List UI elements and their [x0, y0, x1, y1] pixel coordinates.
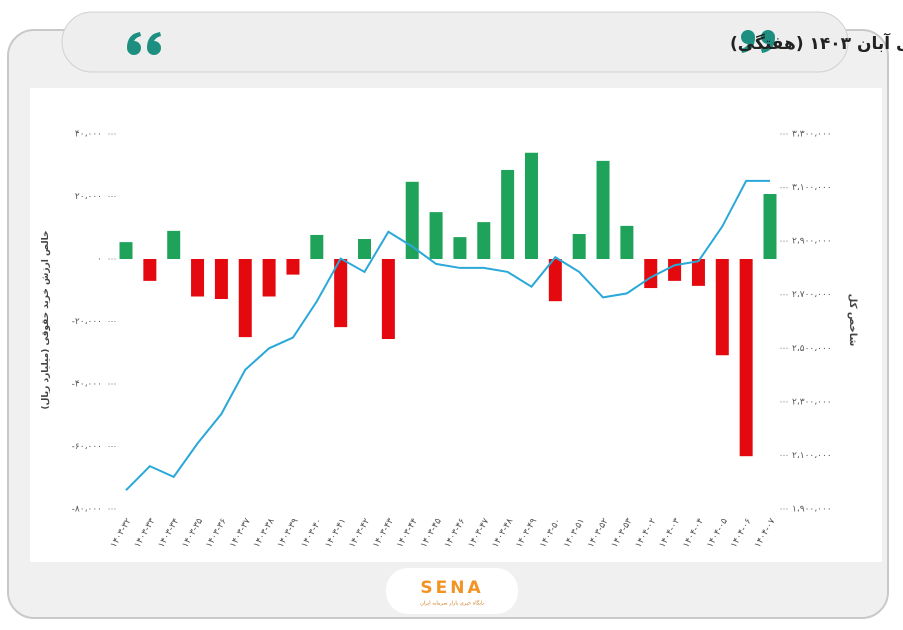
- bar: [620, 225, 634, 259]
- bar: [262, 259, 276, 297]
- line: [125, 179, 770, 491]
- y-tick-label: -۴۰،۰۰۰: [72, 380, 102, 390]
- bar: [143, 259, 157, 281]
- y2-tick-label: ۲،۱۰۰،۰۰۰: [792, 451, 832, 461]
- y2-tick-label: ۲،۳۰۰،۰۰۰: [792, 397, 832, 407]
- title-part: حقوقی‌ها از ابتدای آبان ۱۴۰۳ (هفتگی): [730, 32, 903, 54]
- bar: [214, 259, 228, 299]
- y2-tick-label: ۲،۵۰۰،۰۰۰: [792, 344, 832, 354]
- bar: [501, 169, 515, 259]
- bar: [739, 259, 753, 457]
- bar: [596, 160, 610, 259]
- bar: [524, 152, 538, 259]
- bar: [715, 259, 729, 356]
- bar: [310, 234, 324, 259]
- bar: [334, 259, 348, 328]
- y2-tick-label: ۳،۳۰۰،۰۰۰: [792, 130, 832, 140]
- bar: [429, 212, 443, 259]
- bar: [548, 259, 562, 302]
- bar: [572, 234, 586, 259]
- chart-title: خالص ارزش خرید حقوقی‌ها از ابتدای آبان ۱…: [730, 32, 903, 54]
- bar: [691, 259, 705, 286]
- y-axis-label: خالص ارزش خرید حقوقی (میلیارد ریال): [41, 230, 51, 409]
- y-tick-label: ۲۰،۰۰۰: [75, 192, 102, 202]
- y-tick-label: ۰: [97, 255, 102, 265]
- y-tick-label: ۴۰،۰۰۰: [75, 130, 102, 140]
- brand-subtitle: پایگاه خبری بازار سرمایه ایران: [420, 600, 484, 607]
- bar: [238, 259, 252, 338]
- bar: [119, 242, 133, 259]
- bar: [358, 239, 372, 259]
- bar: [286, 259, 300, 275]
- y-tick-label: -۶۰،۰۰۰: [72, 442, 102, 452]
- bar: [644, 259, 658, 289]
- logo-bg: [386, 568, 518, 614]
- bar: [167, 230, 181, 259]
- y2-axis-label: شاخص کل: [847, 294, 858, 347]
- y-tick-label: -۸۰،۰۰۰: [72, 505, 102, 515]
- bar: [191, 259, 205, 297]
- bar: [453, 237, 467, 259]
- bar: [763, 194, 777, 259]
- y2-tick-label: ۱،۹۰۰،۰۰۰: [792, 505, 832, 515]
- bar: [405, 181, 419, 259]
- y2-tick-label: ۲،۹۰۰،۰۰۰: [792, 237, 832, 247]
- bar: [668, 259, 682, 281]
- quote-icons: [127, 30, 775, 55]
- y2-tick-label: ۳،۱۰۰،۰۰۰: [792, 183, 832, 193]
- header-pill: [61, 11, 849, 73]
- y-tick-label: -۲۰،۰۰۰: [72, 317, 102, 327]
- bar: [381, 259, 395, 339]
- plot-panel: [30, 88, 882, 562]
- y2-tick-label: ۲،۷۰۰،۰۰۰: [792, 290, 832, 300]
- brand-logo: SENA: [420, 578, 483, 598]
- bar: [477, 222, 491, 259]
